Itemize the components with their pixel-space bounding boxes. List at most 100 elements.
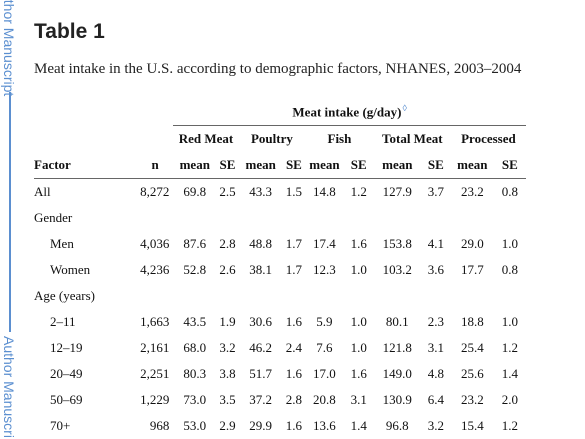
mean-cell: 14.8 (313, 184, 336, 199)
mean-column-header: mean (305, 152, 344, 179)
mean-cell: 68.0 (183, 340, 207, 355)
mean-column-header: mean (373, 152, 421, 179)
mean-cell: 15.4 (460, 418, 484, 433)
table-row: Women 4,236 52.8 2.6 38.1 1.7 12.3 1.0 103.2 3.6 1… (34, 257, 526, 283)
se-cell: 2.0 (501, 392, 518, 407)
factor-cell: All (34, 184, 51, 199)
meat-intake-group-header: Meat intake (g/day)◊ (292, 103, 407, 120)
se-cell: 3.6 (427, 262, 444, 277)
n-cell: 4,236 (140, 262, 170, 277)
mean-cell: 17.0 (313, 366, 336, 381)
table-row: All 8,272 69.8 2.5 43.3 1.5 14.8 1.2 127.9 3.7 23.… (34, 179, 526, 206)
mean-cell: 80.3 (183, 366, 207, 381)
factor-cell: Women (50, 262, 91, 277)
mean-cell: 87.6 (183, 236, 207, 251)
mean-cell: 12.3 (313, 262, 336, 277)
author-manuscript-label-bottom: Author Manuscri (1, 336, 17, 438)
se-cell: 1.7 (285, 262, 303, 277)
table-title: Table 1 (34, 20, 105, 43)
mean-cell: 17.7 (460, 262, 484, 277)
factor-cell: 20–49 (50, 366, 83, 381)
factor-cell: 2–11 (50, 314, 76, 329)
mean-cell: 46.2 (249, 340, 273, 355)
se-cell: 1.5 (285, 184, 303, 199)
mean-cell: 20.8 (313, 392, 336, 407)
se-column-header: SE (493, 152, 526, 179)
mean-cell: 73.0 (183, 392, 207, 407)
se-cell: 1.2 (501, 418, 518, 433)
se-cell: 1.4 (501, 366, 518, 381)
se-cell: 2.3 (427, 314, 444, 329)
se-cell: 0.8 (501, 262, 518, 277)
mean-cell: 43.3 (249, 184, 273, 199)
se-cell: 4.8 (427, 366, 444, 381)
table-caption: Meat intake in the U.S. according to dem… (34, 61, 522, 77)
mean-cell: 127.9 (382, 184, 412, 199)
mean-cell: 38.1 (249, 262, 273, 277)
mean-column-header: mean (173, 152, 217, 179)
n-cell: 968 (149, 418, 170, 433)
se-cell: 3.1 (350, 392, 367, 407)
se-column-header: SE (216, 152, 239, 179)
n-cell: 1,663 (140, 314, 170, 329)
se-cell: 2.5 (219, 184, 236, 199)
se-column-header: SE (420, 152, 451, 179)
category-header-poultry: Poultry (238, 125, 306, 152)
n-cell: 8,272 (140, 184, 170, 199)
se-cell: 2.8 (219, 236, 236, 251)
mean-cell: 29.9 (249, 418, 273, 433)
category-header-total-meat: Total Meat (373, 125, 451, 152)
table-row: 12–19 2,161 68.0 3.2 46.2 2.4 7.6 1.0 121.8 3.1 25… (34, 335, 526, 361)
se-cell: 3.2 (219, 340, 236, 355)
mean-cell: 7.6 (316, 340, 333, 355)
se-column-header: SE (282, 152, 306, 179)
se-cell: 1.6 (285, 366, 303, 381)
table-row: 50–69 1,229 73.0 3.5 37.2 2.8 20.8 3.1 130.9 6.4 2… (34, 387, 526, 413)
banner-divider-line (9, 92, 11, 332)
author-manuscript-banner: uthor Manuscript Author Manuscri (0, 0, 22, 438)
se-cell: 3.8 (219, 366, 236, 381)
mean-cell: 43.5 (183, 314, 207, 329)
mean-cell: 80.1 (385, 314, 409, 329)
se-cell: 2.4 (285, 340, 303, 355)
mean-column-header: mean (450, 152, 494, 179)
mean-cell: 23.2 (460, 184, 484, 199)
se-cell: 1.9 (219, 314, 236, 329)
group-heading: Age (years) (34, 288, 95, 303)
mean-cell: 23.2 (460, 392, 484, 407)
se-cell: 3.7 (427, 184, 444, 199)
factor-column-header: Factor (34, 152, 137, 179)
se-cell: 0.8 (501, 184, 518, 199)
table-row: 2–11 1,663 43.5 1.9 30.6 1.6 5.9 1.0 80.1 2.3 18.8… (34, 309, 526, 335)
table-row: 20–49 2,251 80.3 3.8 51.7 1.6 17.0 1.6 149.0 4.8 2… (34, 361, 526, 387)
mean-cell: 96.8 (385, 418, 409, 433)
se-cell: 1.6 (285, 314, 303, 329)
group-heading-row: Gender (34, 205, 526, 231)
mean-cell: 30.6 (249, 314, 273, 329)
se-cell: 1.0 (501, 236, 518, 251)
se-cell: 1.6 (285, 418, 303, 433)
group-heading-row: Age (years) (34, 283, 526, 309)
n-cell: 1,229 (140, 392, 170, 407)
mean-cell: 53.0 (183, 418, 207, 433)
mean-cell: 130.9 (382, 392, 412, 407)
meat-intake-table: Meat intake (g/day)◊ Red Meat Poultry Fi… (34, 99, 526, 439)
mean-cell: 51.7 (249, 366, 273, 381)
se-cell: 1.4 (350, 418, 367, 433)
se-cell: 1.0 (350, 314, 367, 329)
mean-cell: 48.8 (249, 236, 273, 251)
category-header-processed: Processed (450, 125, 526, 152)
mean-cell: 52.8 (183, 262, 207, 277)
factor-cell: 50–69 (50, 392, 83, 407)
se-cell: 1.2 (501, 340, 518, 355)
se-cell: 1.0 (501, 314, 518, 329)
mean-cell: 37.2 (249, 392, 273, 407)
mean-cell: 25.6 (460, 366, 484, 381)
se-column-header: SE (343, 152, 374, 179)
se-cell: 6.4 (427, 392, 444, 407)
se-cell: 2.8 (285, 392, 303, 407)
mean-column-header: mean (238, 152, 283, 179)
mean-cell: 13.6 (313, 418, 336, 433)
mean-cell: 69.8 (183, 184, 207, 199)
factor-cell: Men (50, 236, 74, 251)
